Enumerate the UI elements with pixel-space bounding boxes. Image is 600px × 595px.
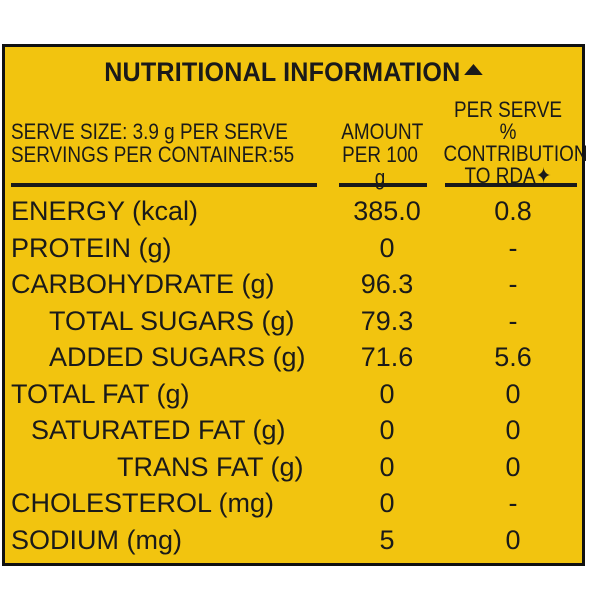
header-divider-rda — [445, 183, 577, 187]
serving-info: SERVE SIZE: 3.9 g PER SERVE SERVINGS PER… — [11, 120, 294, 166]
nutrient-name: TRANS FAT (g) — [117, 451, 304, 482]
nutrient-name: ADDED SUGARS (g) — [49, 342, 306, 372]
amount-column-header: AMOUNT PER 100 g — [341, 119, 424, 190]
amount-value: 0 — [379, 378, 395, 409]
rda-header-line2: CONTRIBUTION — [443, 141, 588, 166]
rda-value: 0 — [505, 524, 521, 555]
rda-value: - — [508, 305, 518, 336]
header-divider-amount — [339, 183, 427, 187]
nutrient-name: SATURATED FAT (g) — [31, 415, 286, 445]
table-row: ENERGY (kcal) 385.0 0.8 — [5, 193, 582, 230]
amount-value: 96.3 — [360, 269, 414, 299]
table-row: CARBOHYDRATE (g) 96.3 - — [5, 266, 582, 303]
amount-value: 5 — [379, 524, 395, 555]
nutrient-table: ENERGY (kcal) 385.0 0.8 PROTEIN (g) 0 - … — [5, 193, 582, 558]
amount-value: 71.6 — [360, 342, 414, 372]
table-row: PROTEIN (g) 0 - — [5, 230, 582, 267]
nutrient-name: ENERGY (kcal) — [11, 196, 199, 226]
amount-value: 385.0 — [353, 196, 421, 226]
servings-per-container: SERVINGS PER CONTAINER:55 — [11, 142, 295, 167]
nutrient-name: TOTAL SUGARS (g) — [49, 305, 295, 336]
table-row: SODIUM (mg) 5 0 — [5, 522, 582, 559]
table-row: ADDED SUGARS (g) 71.6 5.6 — [5, 339, 582, 376]
rda-header-line1: PER SERVE % — [454, 97, 562, 144]
amount-value: 0 — [379, 488, 395, 518]
nutrition-panel: NUTRITIONAL INFORMATION SERVE SIZE: 3.9 … — [2, 44, 588, 566]
triangle-mark-icon — [464, 64, 483, 75]
table-row: SATURATED FAT (g) 0 0 — [5, 412, 582, 449]
amount-value: 0 — [379, 415, 395, 445]
rda-header-line3: TO RDA✦ — [464, 163, 552, 188]
rda-value: 0 — [505, 378, 521, 409]
rda-value: 0 — [505, 451, 521, 482]
rda-value: 0.8 — [494, 196, 532, 226]
rda-value: - — [508, 232, 518, 263]
nutrient-name: CARBOHYDRATE (g) — [11, 269, 275, 299]
amount-value: 79.3 — [360, 305, 414, 336]
rda-value: - — [508, 269, 518, 299]
nutrient-name: CHOLESTEROL (mg) — [11, 488, 275, 518]
table-row: CHOLESTEROL (mg) 0 - — [5, 485, 582, 522]
amount-value: 0 — [379, 232, 395, 263]
table-row: TOTAL FAT (g) 0 0 — [5, 376, 582, 413]
nutrient-name: PROTEIN (g) — [11, 232, 172, 263]
rda-value: - — [508, 488, 518, 518]
header-divider-left — [11, 183, 317, 187]
table-row: TOTAL SUGARS (g) 79.3 - — [5, 303, 582, 340]
table-row: TRANS FAT (g) 0 0 — [5, 449, 582, 486]
rda-value: 5.6 — [494, 342, 532, 372]
amount-header-line2: PER 100 g — [342, 142, 418, 190]
nutrient-name: SODIUM (mg) — [11, 524, 182, 555]
title-text: NUTRITIONAL INFORMATION — [104, 57, 461, 87]
rda-value: 0 — [505, 415, 521, 445]
serve-size: SERVE SIZE: 3.9 g PER SERVE — [11, 119, 288, 144]
amount-value: 0 — [379, 451, 395, 482]
amount-header-line1: AMOUNT — [341, 119, 424, 144]
rda-column-header: PER SERVE % CONTRIBUTION TO RDA✦ — [443, 97, 588, 188]
panel-title: NUTRITIONAL INFORMATION — [25, 57, 562, 88]
nutrient-name: TOTAL FAT (g) — [11, 378, 190, 409]
